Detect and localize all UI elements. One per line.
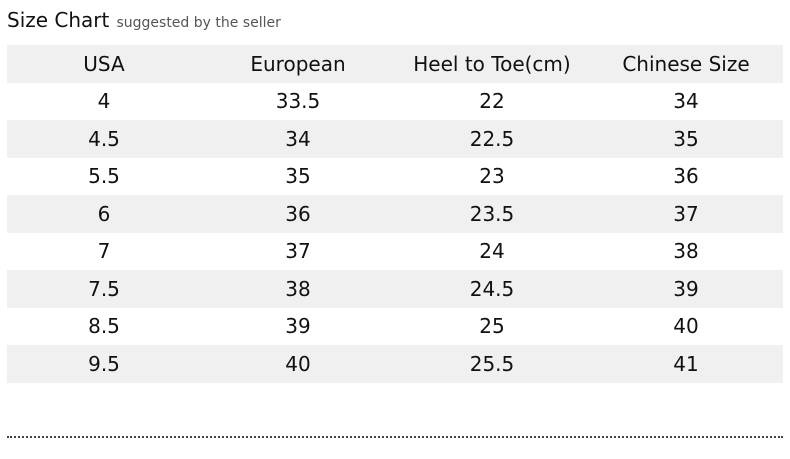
table-cell: 25.5	[469, 351, 515, 376]
table-cell: 22.5	[469, 126, 515, 151]
table-cell: 33.5	[275, 89, 321, 114]
table-cell: 34	[285, 126, 311, 151]
table-cell: 39	[673, 276, 699, 301]
table-cell: 37	[285, 239, 311, 264]
size-chart-table: USA European Heel to Toe(cm) Chinese Siz…	[7, 45, 783, 383]
table-row: 5.5 35 23 36	[7, 158, 783, 196]
table-cell: 40	[673, 314, 699, 339]
table-cell: 8.5	[88, 314, 120, 339]
table-cell: 38	[673, 239, 699, 264]
table-row: 4 33.5 22 34	[7, 83, 783, 121]
table-cell: 4	[97, 89, 111, 114]
table-cell: 7	[97, 239, 111, 264]
header-european: European	[250, 51, 346, 76]
table-row: 8.5 39 25 40	[7, 308, 783, 346]
header-heel-to-toe: Heel to Toe(cm)	[413, 51, 571, 76]
header-usa: USA	[83, 51, 125, 76]
table-cell: 38	[285, 276, 311, 301]
table-row: 4.5 34 22.5 35	[7, 120, 783, 158]
table-cell: 6	[97, 201, 111, 226]
table-cell: 24	[479, 239, 505, 264]
table-row: 7 37 24 38	[7, 233, 783, 271]
table-cell: 25	[479, 314, 505, 339]
table-cell: 41	[673, 351, 699, 376]
table-cell: 36	[673, 164, 699, 189]
table-cell: 23	[479, 164, 505, 189]
page-title: Size Chart suggested by the seller	[7, 8, 281, 32]
table-cell: 34	[673, 89, 699, 114]
title-main: Size Chart	[7, 8, 110, 32]
header-chinese-size: Chinese Size	[622, 51, 750, 76]
table-row: 6 36 23.5 37	[7, 195, 783, 233]
dotted-divider	[7, 436, 783, 438]
table-cell: 40	[285, 351, 311, 376]
table-cell: 7.5	[88, 276, 120, 301]
table-cell: 22	[479, 89, 505, 114]
table-cell: 24.5	[469, 276, 515, 301]
table-row: 9.5 40 25.5 41	[7, 345, 783, 383]
table-cell: 35	[673, 126, 699, 151]
table-row: 7.5 38 24.5 39	[7, 270, 783, 308]
table-cell: 23.5	[469, 201, 515, 226]
table-cell: 36	[285, 201, 311, 226]
table-cell: 4.5	[88, 126, 120, 151]
table-cell: 35	[285, 164, 311, 189]
table-cell: 39	[285, 314, 311, 339]
table-cell: 5.5	[88, 164, 120, 189]
table-cell: 9.5	[88, 351, 120, 376]
table-header-row: USA European Heel to Toe(cm) Chinese Siz…	[7, 45, 783, 83]
table-cell: 37	[673, 201, 699, 226]
title-subtitle: suggested by the seller	[116, 15, 281, 31]
